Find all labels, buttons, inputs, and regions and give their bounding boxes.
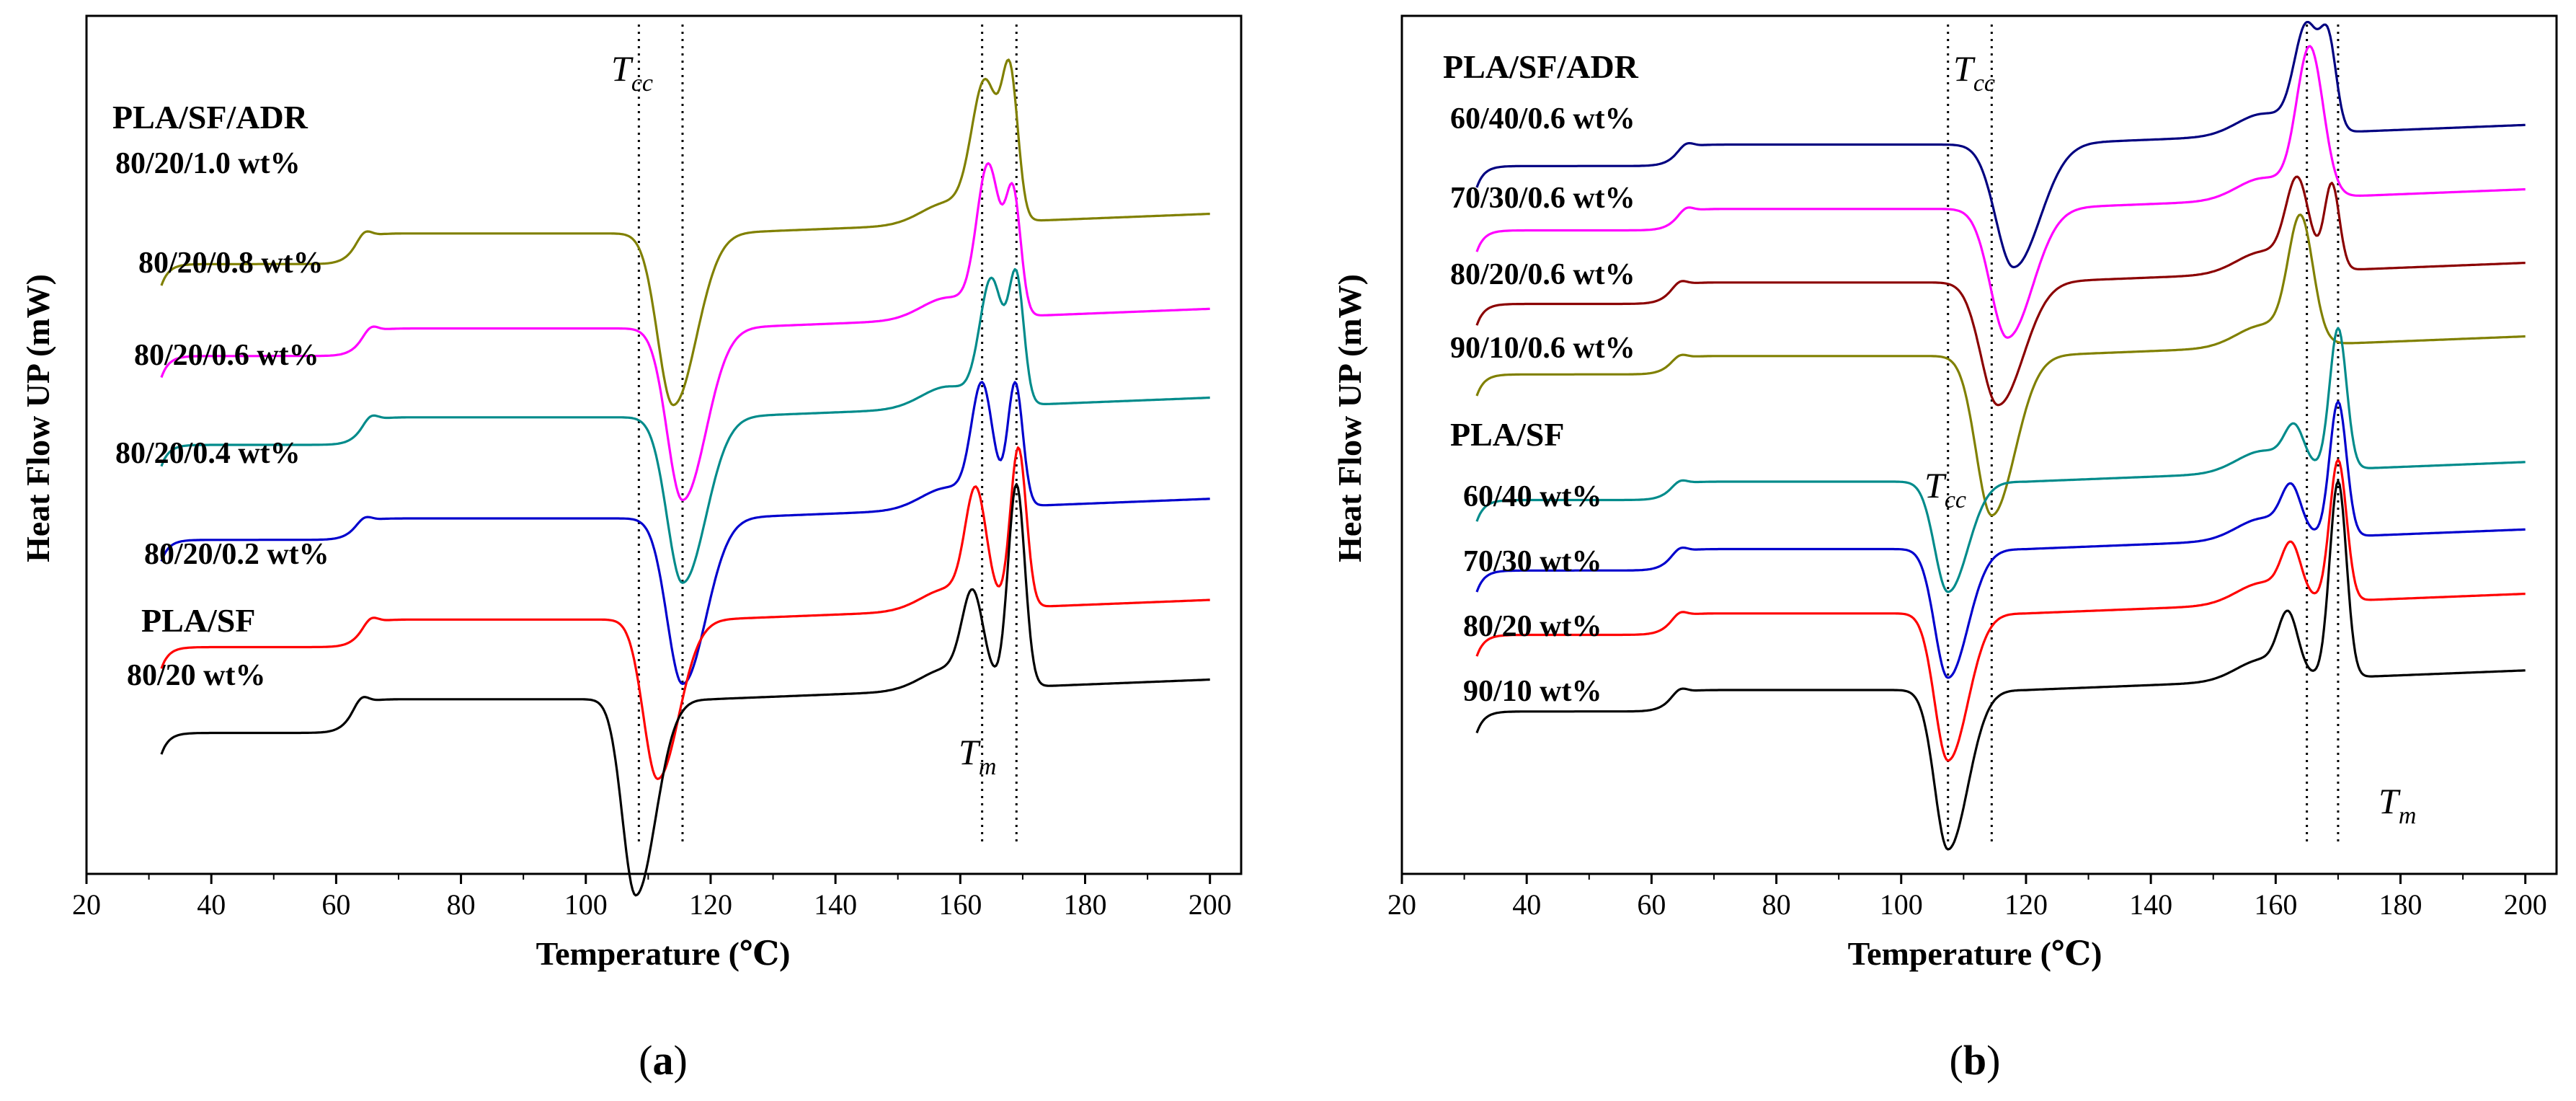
panel-b-x-tick-label: 120 (2004, 888, 2048, 921)
panel-b-plot-frame (1400, 14, 2558, 875)
panel-b-x-ticks: 20 40 60 80 100 120 140 160 180 200 (1387, 874, 2547, 921)
panel-b-x-tick-label: 200 (2504, 888, 2547, 921)
panel-a-x-tick-label: 20 (72, 888, 101, 921)
panel-a-tm-main: T (959, 732, 981, 772)
panel-b-x-tick-label: 20 (1387, 888, 1416, 921)
panel-a-plot-frame (85, 14, 1243, 875)
panel-a-group-label-plasf: PLA/SF (141, 602, 255, 639)
panel-a-series-label-2: 80/20/0.8 wt% (138, 247, 324, 280)
panel-b-tm-sub: m (2399, 802, 2417, 829)
panel-b-curve-3 (1475, 175, 2526, 407)
panel-b-x-axis-title: Temperature (℃) (1848, 935, 2102, 972)
panel-b-caption-letter: b (1963, 1037, 1986, 1084)
panel-b-tm-main: T (2379, 781, 2401, 821)
panel-b-x-tick-label: 80 (1762, 888, 1791, 921)
panel-b-curve-7 (1475, 459, 2526, 762)
panel-b-curve-6 (1475, 400, 2526, 679)
panel-b-curve-8 (1475, 479, 2526, 851)
panel-b-tm-annotation: Tm (2379, 781, 2416, 829)
panel-a-curves (160, 58, 1210, 897)
panel-a-series-label-3: 80/20/0.6 wt% (134, 339, 319, 372)
panel-a-caption: (a) (639, 1037, 688, 1084)
panel-b-caption: (b) (1950, 1037, 2001, 1084)
panel-a-x-tick-label: 200 (1189, 888, 1232, 921)
panel-a-tm-annotation: Tm (959, 732, 996, 780)
panel-a-x-tick-label: 120 (689, 888, 732, 921)
panel-b-curve-4 (1475, 213, 2526, 517)
panel-a-x-tick-label: 40 (197, 888, 226, 921)
panel-b-series-label-7: 80/20 wt% (1463, 610, 1602, 643)
panel-a-tcc-annotation: Tcc (611, 48, 653, 97)
panel-b-x-tick-label: 40 (1512, 888, 1541, 921)
panel-a-reference-lines (637, 25, 1018, 845)
panel-b: Heat Flow UP (mW) 20 40 60 80 100 120 140 160 18… (1331, 14, 2558, 1084)
panel-b-x-tick-label: 60 (1637, 888, 1666, 921)
panel-b-series-label-4: 90/10/0.6 wt% (1450, 332, 1635, 365)
panel-a-curve-6 (160, 482, 1210, 897)
panel-a-x-tick-label: 180 (1064, 888, 1107, 921)
panel-b-series-label-3: 80/20/0.6 wt% (1450, 258, 1635, 291)
panel-a-series-label-6: 80/20 wt% (127, 659, 266, 692)
panel-b-tcc1-annotation: Tcc (1953, 48, 1995, 97)
panel-a-group-label-adr: PLA/SF/ADR (112, 99, 308, 136)
panel-a-series-label-1: 80/20/1.0 wt% (115, 147, 301, 180)
panel-a-curve-3 (160, 267, 1210, 584)
panel-a-x-ticks: 20 40 60 80 100 120 140 160 180 200 (72, 874, 1232, 921)
panel-a-x-axis-title: Temperature (℃) (536, 935, 791, 972)
panel-b-curves (1475, 21, 2526, 851)
panel-a-curve-2 (160, 162, 1210, 502)
panel-b-tcc1-main: T (1953, 48, 1976, 89)
panel-b-group-label-plasf: PLA/SF (1450, 416, 1564, 453)
panel-b-tcc1-sub: cc (1973, 70, 1995, 97)
panel-b-tcc2-main: T (1924, 465, 1947, 505)
panel-b-series-label-6: 70/30 wt% (1463, 545, 1602, 578)
panel-a-curve-1 (160, 58, 1210, 407)
panel-b-tcc2-sub: cc (1945, 487, 1966, 513)
panel-a-caption-letter: a (653, 1037, 674, 1084)
panel-b-curve-1 (1475, 21, 2526, 269)
panel-a-x-tick-label: 140 (814, 888, 857, 921)
panel-b-group-label-adr: PLA/SF/ADR (1443, 48, 1639, 85)
panel-a-x-tick-label: 160 (938, 888, 982, 921)
panel-a-y-axis-title: Heat Flow UP (mW) (19, 274, 56, 562)
panel-a-tcc-main: T (611, 48, 634, 89)
panel-b-y-axis-title: Heat Flow UP (mW) (1331, 274, 1368, 562)
panel-b-series-label-5: 60/40 wt% (1463, 480, 1602, 513)
panel-b-x-tick-label: 180 (2379, 888, 2422, 921)
panel-b-tcc2-annotation: Tcc (1924, 465, 1966, 513)
panel-a: Heat Flow UP (mW) 20 40 60 80 100 120 140 160 18… (19, 14, 1243, 1084)
panel-a-x-tick-label: 80 (447, 888, 476, 921)
panel-b-x-tick-label: 100 (1880, 888, 1923, 921)
panel-a-curve-4 (160, 381, 1210, 686)
panel-b-series-label-1: 60/40/0.6 wt% (1450, 102, 1635, 136)
panel-b-curve-2 (1475, 45, 2526, 339)
panel-a-tcc-sub: cc (631, 70, 653, 97)
panel-b-plot-area: 20 40 60 80 100 120 140 160 180 200 (1387, 14, 2558, 921)
panel-b-series-label-2: 70/30/0.6 wt% (1450, 182, 1635, 215)
panel-a-curve-5 (160, 446, 1210, 780)
panel-a-x-tick-label: 100 (564, 888, 608, 921)
panel-b-reference-lines (1947, 25, 2340, 845)
panel-a-tm-sub: m (979, 753, 997, 780)
panel-b-series-label-8: 90/10 wt% (1463, 675, 1602, 708)
panel-b-x-tick-label: 160 (2254, 888, 2297, 921)
panel-a-series-label-5: 80/20/0.2 wt% (144, 538, 329, 571)
panel-a-series-label-4: 80/20/0.4 wt% (115, 437, 301, 470)
panel-b-curve-5 (1475, 327, 2526, 593)
panel-a-plot-area: 20 40 60 80 100 120 140 160 180 200 (72, 14, 1243, 921)
panel-b-x-tick-label: 140 (2129, 888, 2172, 921)
panel-a-x-tick-label: 60 (321, 888, 350, 921)
